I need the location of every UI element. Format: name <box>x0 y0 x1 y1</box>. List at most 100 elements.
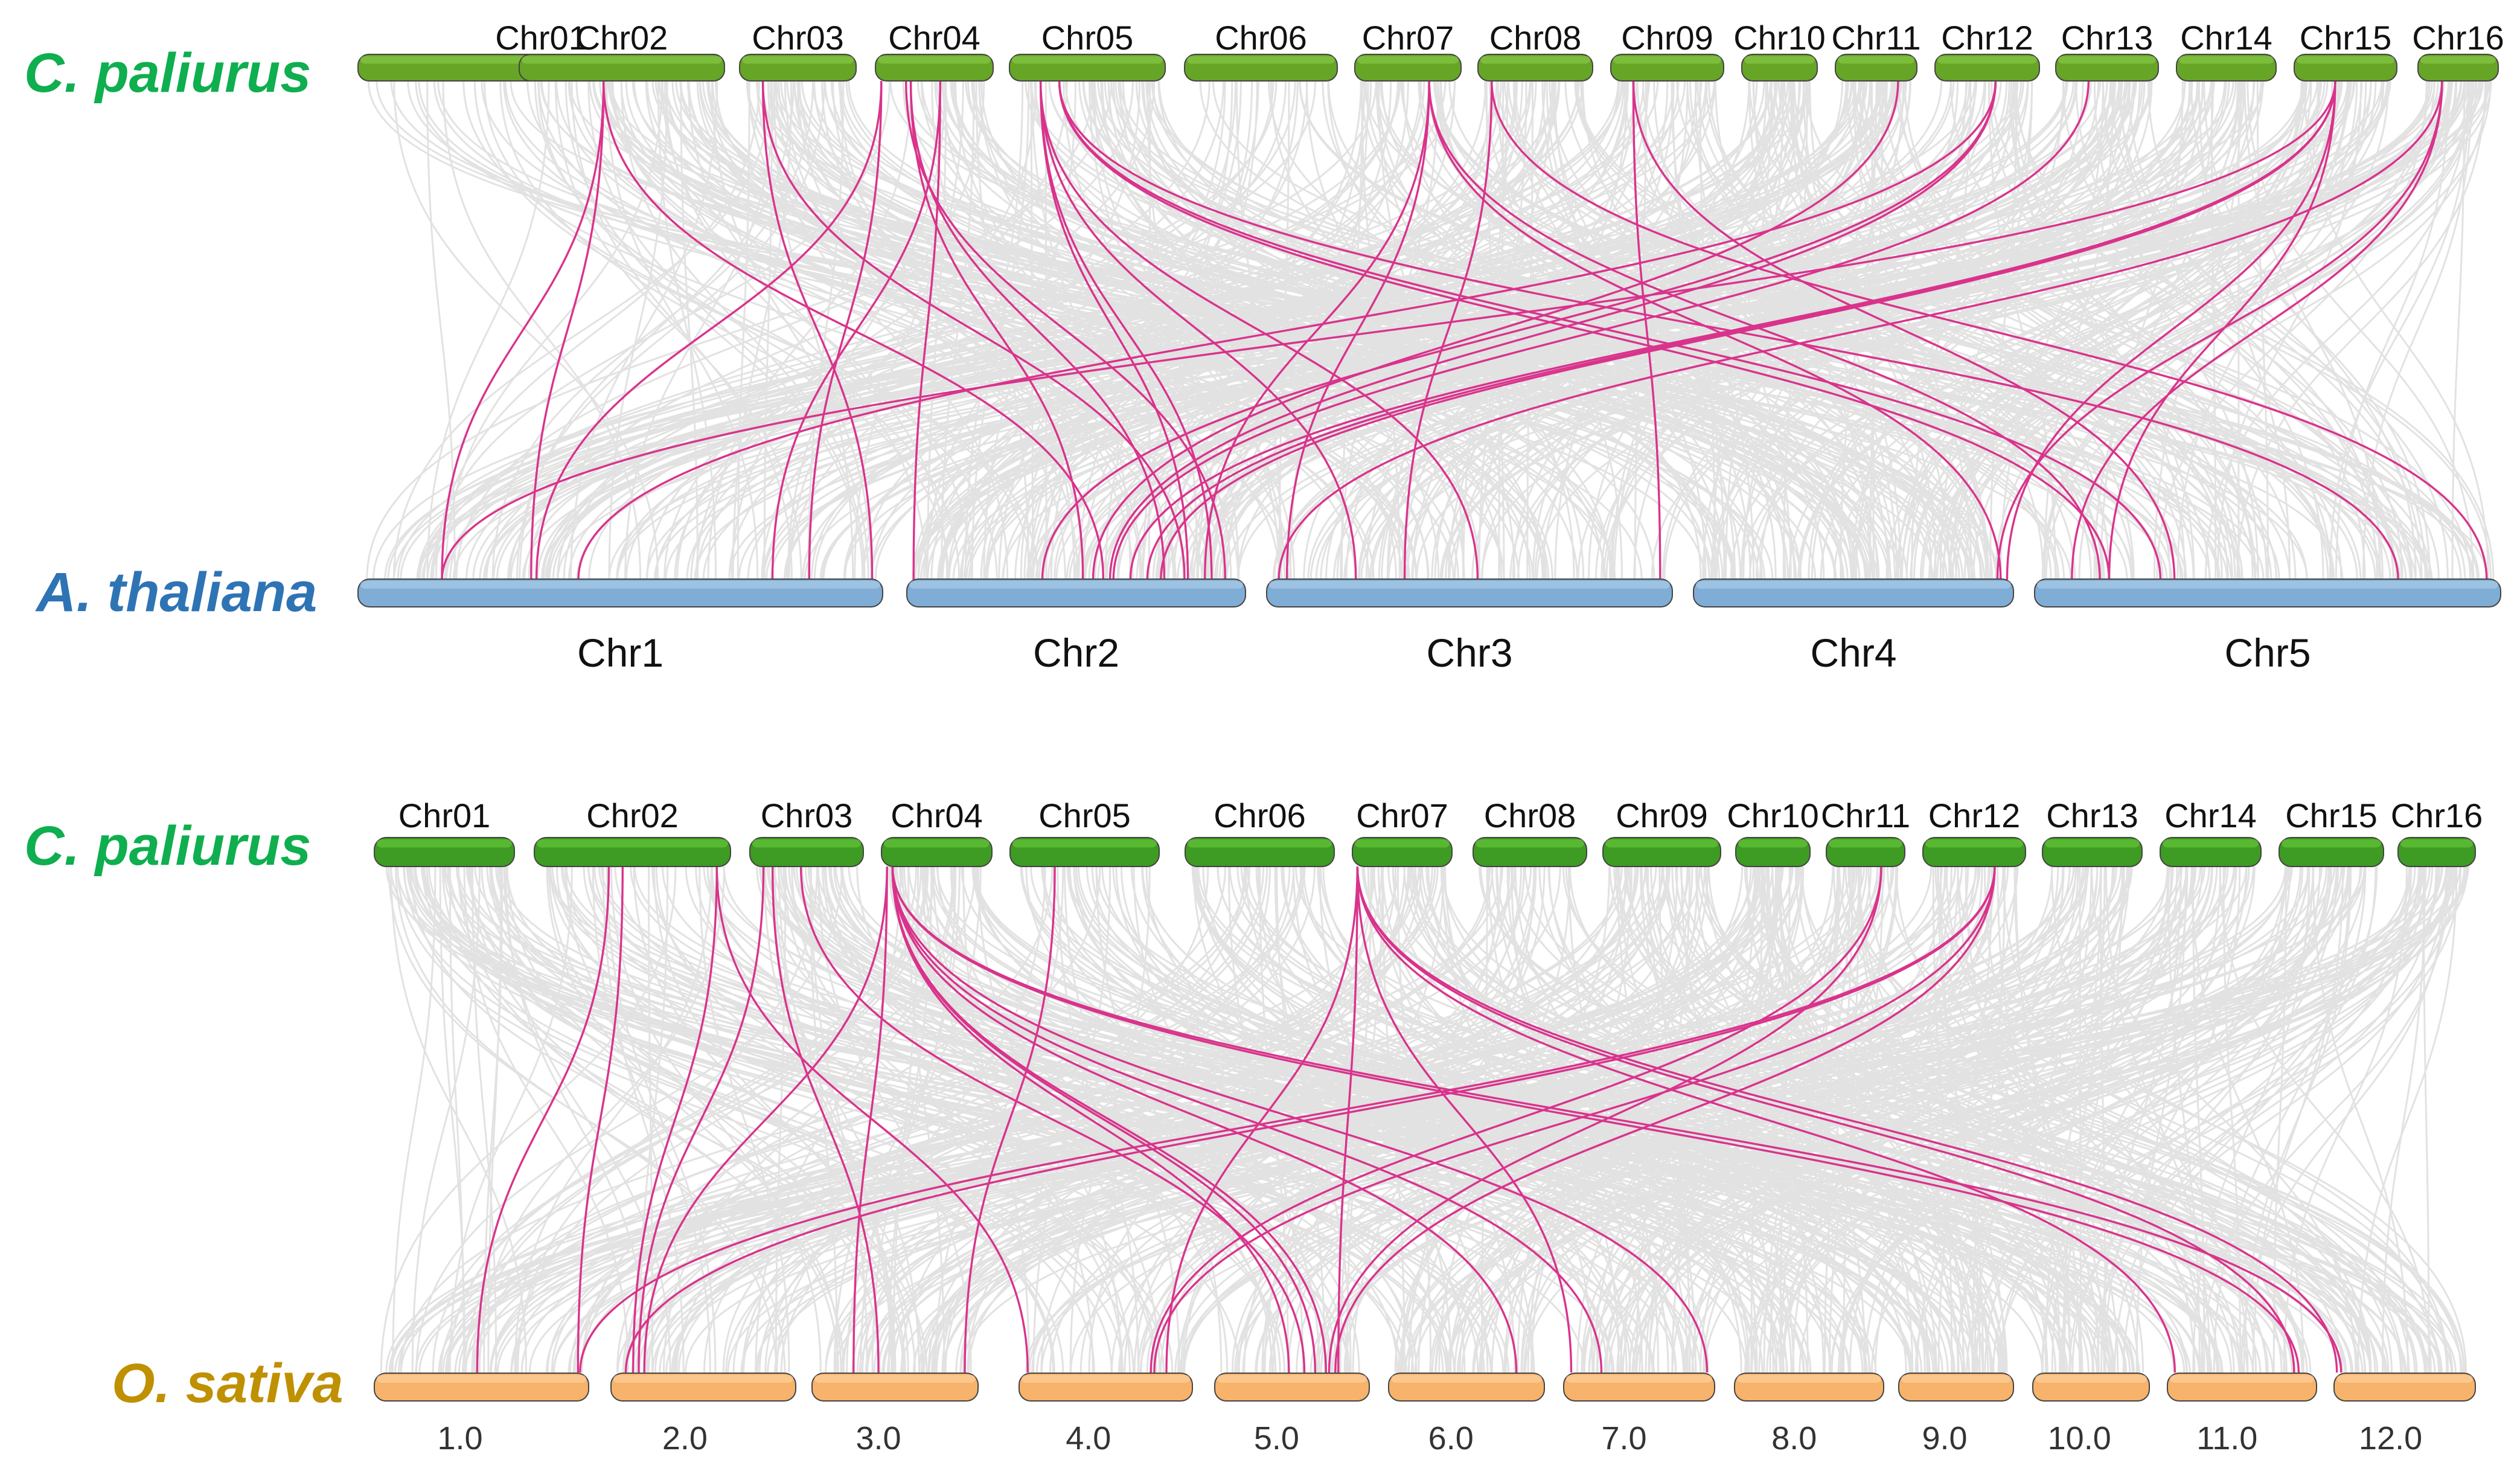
cpaliurus-chromosome-label: Chr06 <box>1215 19 1307 57</box>
highlight-link <box>1428 80 2002 580</box>
cpaliurus-chromosome-bar <box>1009 54 1166 82</box>
cpaliurus-chromosome-bar <box>875 54 994 82</box>
cpaliurus-chromosome-label: Chr01 <box>398 796 491 835</box>
highlight-link <box>852 866 888 1373</box>
cpaliurus-chromosome-bar <box>1184 54 1338 82</box>
cpaliurus-chromosome-label: Chr09 <box>1621 19 1713 57</box>
panel1-bottom-species-label: A. thaliana <box>35 562 317 623</box>
cpaliurus-chromosome-label: Chr16 <box>2391 796 2483 835</box>
highlight-link <box>891 866 1518 1373</box>
highlight-link <box>577 80 1997 580</box>
panel2-chromosomes: Chr01 Chr02 Chr03 Chr04 Chr05 Chr06 Chr07 Chr08… <box>374 796 2483 1456</box>
cpaliurus-chromosome-label: Chr16 <box>2412 19 2504 57</box>
cpaliurus-chromosome-label: Chr06 <box>1214 796 1306 835</box>
osativa-chromosome-bar <box>2333 1373 2476 1402</box>
osativa-chromosome-label: 8.0 <box>1771 1420 1817 1456</box>
osativa-chromosome-label: 7.0 <box>1601 1420 1646 1456</box>
highlight-link <box>1334 866 1996 1373</box>
athaliana-chromosome-bar <box>1693 578 2014 607</box>
highlight-link <box>891 866 1327 1373</box>
panel2-highlight-links <box>476 866 2343 1373</box>
cpaliurus-chromosome-bar <box>2417 54 2499 82</box>
osativa-chromosome-label: 10.0 <box>2048 1420 2111 1456</box>
highlight-link <box>1996 80 2443 580</box>
highlight-link <box>1058 80 2111 580</box>
highlight-link <box>761 80 874 580</box>
cpaliurus-chromosome-bar <box>749 837 864 867</box>
highlight-link <box>808 80 883 580</box>
cpaliurus-chromosome-label: Chr14 <box>2164 796 2257 835</box>
cpaliurus-chromosome-label: Chr07 <box>1362 19 1454 57</box>
cpaliurus-chromosome-label: Chr02 <box>586 796 679 835</box>
panel2-bottom-species-label: O. sativa <box>112 1353 344 1414</box>
osativa-chromosome-label: 6.0 <box>1428 1420 1474 1456</box>
osativa-chromosome-bar <box>374 1373 589 1402</box>
highlight-link <box>761 80 1186 580</box>
highlight-link <box>1092 80 1899 580</box>
cpaliurus-chromosome-label: Chr03 <box>752 19 844 57</box>
panel1-top-species-label: C. paliurus <box>24 42 311 104</box>
cpaliurus-chromosome-label: Chr12 <box>1941 19 2033 57</box>
osativa-chromosome-bar <box>610 1373 796 1402</box>
athaliana-chromosome-label: Chr4 <box>1810 630 1896 675</box>
cpaliurus-chromosome-label: Chr10 <box>1733 19 1826 57</box>
athaliana-chromosome-label: Chr5 <box>2224 630 2311 675</box>
highlight-link <box>2006 80 2336 580</box>
osativa-chromosome-bar <box>1898 1373 2014 1402</box>
osativa-chromosome-bar <box>2032 1373 2150 1402</box>
cpaliurus-chromosome-label: Chr13 <box>2061 19 2154 57</box>
cpaliurus-chromosome-label: Chr14 <box>2180 19 2272 57</box>
cpaliurus-chromosome-bar <box>2042 837 2143 867</box>
highlight-link <box>799 866 1306 1373</box>
cpaliurus-chromosome-label: Chr07 <box>1356 796 1448 835</box>
highlight-link <box>1150 866 1882 1373</box>
osativa-chromosome-bar <box>2167 1373 2317 1402</box>
highlight-link <box>909 80 1084 580</box>
cpaliurus-chromosome-bar <box>1741 54 1818 82</box>
highlight-link <box>638 866 765 1373</box>
highlight-link <box>1165 866 1358 1373</box>
osativa-chromosome-label: 1.0 <box>437 1420 482 1456</box>
cpaliurus-chromosome-bar <box>1835 54 1917 82</box>
highlight-link <box>530 80 605 580</box>
highlight-link <box>1356 866 1573 1373</box>
cpaliurus-chromosome-bar <box>1185 837 1335 867</box>
osativa-chromosome-bar <box>1563 1373 1715 1402</box>
highlight-link <box>579 866 1996 1373</box>
highlight-link <box>771 866 880 1373</box>
cpaliurus-chromosome-label: Chr15 <box>2285 796 2378 835</box>
cpaliurus-chromosome-bar <box>534 837 731 867</box>
highlight-link <box>1039 80 1189 580</box>
osativa-chromosome-bar <box>811 1373 979 1402</box>
highlight-link <box>624 866 1996 1373</box>
highlight-link <box>476 866 610 1373</box>
highlight-link <box>1041 80 1997 580</box>
highlight-link <box>1632 80 2176 580</box>
cpaliurus-chromosome-label: Chr13 <box>2046 796 2138 835</box>
osativa-chromosome-label: 5.0 <box>1254 1420 1299 1456</box>
highlight-link <box>909 80 1166 580</box>
osativa-chromosome-bar <box>1734 1373 1884 1402</box>
cpaliurus-chromosome-bar <box>2397 837 2476 867</box>
osativa-chromosome-bar <box>1388 1373 1545 1402</box>
osativa-chromosome-bar <box>1019 1373 1193 1402</box>
highlight-link <box>891 866 1709 1373</box>
highlight-link <box>632 866 718 1373</box>
cpaliurus-chromosome-bar <box>519 54 725 82</box>
athaliana-chromosome-bar <box>1266 578 1673 607</box>
cpaliurus-chromosome-bar <box>2279 837 2384 867</box>
athaliana-chromosome-label: Chr1 <box>577 630 664 675</box>
athaliana-chromosome-bar <box>906 578 1246 607</box>
highlight-link <box>441 80 605 580</box>
cpaliurus-chromosome-bar <box>2176 54 2277 82</box>
highlight-link <box>1285 80 1430 580</box>
cpaliurus-chromosome-bar <box>1352 837 1453 867</box>
highlight-link <box>715 866 1029 1373</box>
cpaliurus-chromosome-label: Chr09 <box>1616 796 1708 835</box>
cpaliurus-chromosome-label: Chr10 <box>1727 796 1819 835</box>
highlight-link <box>1632 80 1661 580</box>
cpaliurus-chromosome-bar <box>1473 837 1587 867</box>
highlight-link <box>912 80 941 580</box>
highlight-link <box>1328 866 1882 1373</box>
